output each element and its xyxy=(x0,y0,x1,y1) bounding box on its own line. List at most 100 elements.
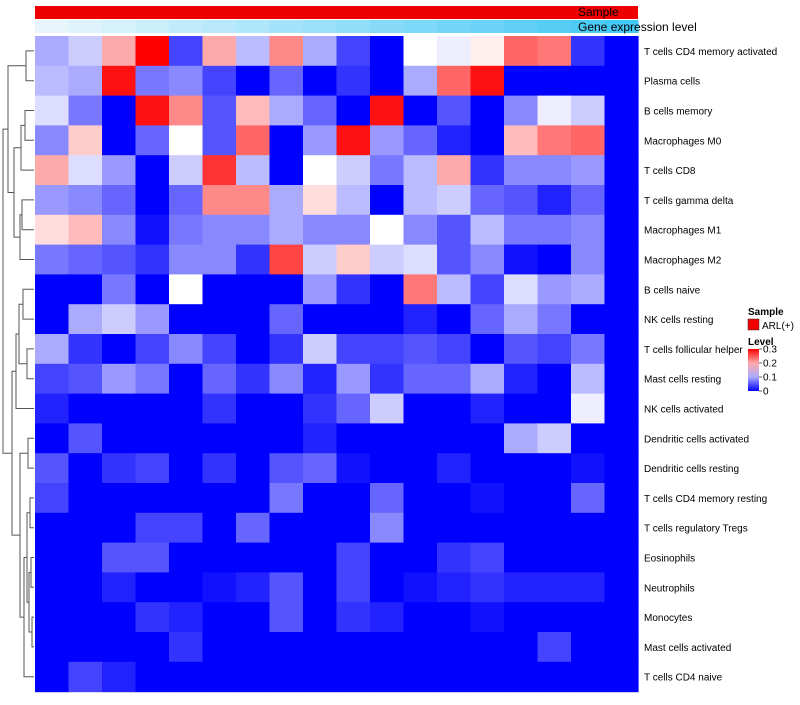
row-labels: T cells CD4 memory activated Plasma cells… xyxy=(644,47,777,684)
heatmap-cell xyxy=(169,632,204,663)
heatmap-cell xyxy=(68,512,103,544)
heatmap-cell xyxy=(403,185,438,216)
heatmap-cell xyxy=(470,304,505,335)
heatmap-cell xyxy=(202,632,237,663)
heatmap-cell xyxy=(437,95,472,126)
heatmap-cell xyxy=(202,125,237,156)
heatmap-cell xyxy=(336,393,371,424)
heatmap-cell xyxy=(135,602,170,633)
heatmap-cell xyxy=(370,423,405,454)
row-label: T cells follicular helper xyxy=(644,345,743,356)
heatmap-cell xyxy=(437,65,472,97)
heatmap-cell xyxy=(303,155,338,186)
heatmap-cell xyxy=(102,423,137,454)
heatmap-cell xyxy=(68,632,103,663)
heatmap-cell xyxy=(504,393,539,424)
heatmap-cell xyxy=(336,95,371,126)
heatmap-cell xyxy=(504,572,539,603)
heatmap-cell xyxy=(202,304,237,335)
heatmap-cell xyxy=(236,244,271,275)
heatmap-cell xyxy=(303,453,338,484)
heatmap-cell xyxy=(68,125,103,156)
heatmap-cell xyxy=(236,36,271,67)
row-label: T cells CD4 memory activated xyxy=(644,47,777,58)
heatmap-cell xyxy=(68,423,103,454)
heatmap-cell xyxy=(68,393,103,424)
heatmap-cell xyxy=(370,244,405,275)
heatmap-cell xyxy=(236,185,271,216)
heatmap-cell xyxy=(336,65,371,97)
heatmap-cell xyxy=(370,512,405,544)
heatmap-cell xyxy=(202,572,237,603)
legend: Sample ARL(+) Level 0.3 0.2 0.1 0 xyxy=(747,307,794,398)
dendrogram-branch xyxy=(24,110,34,141)
heatmap-cell xyxy=(169,125,204,156)
heatmap-cell xyxy=(269,423,304,454)
heatmap-cell xyxy=(202,602,237,633)
heatmap-cell xyxy=(269,363,304,395)
row-label: Neutrophils xyxy=(644,583,695,594)
heatmap-cell xyxy=(35,244,70,275)
heatmap-cell xyxy=(135,214,170,246)
heatmap-cell xyxy=(504,274,539,305)
expression-annotation-cell xyxy=(403,20,438,33)
heatmap-cell xyxy=(303,65,338,97)
heatmap-cell xyxy=(537,453,572,484)
heatmap-cell xyxy=(236,65,271,97)
heatmap-cell xyxy=(102,65,137,97)
heatmap-cell xyxy=(537,36,572,67)
heatmap-cell xyxy=(169,274,204,305)
heatmap-cell xyxy=(303,36,338,67)
heatmap-cell xyxy=(604,65,639,97)
heatmap-cell xyxy=(269,244,304,275)
heatmap-cell xyxy=(604,602,639,633)
heatmap-cell xyxy=(403,602,438,633)
sample-annotation-label: Sample xyxy=(578,5,619,19)
heatmap-cell xyxy=(403,483,438,514)
heatmap-cell xyxy=(370,214,405,246)
heatmap-cell xyxy=(303,542,338,573)
expression-annotation-cell xyxy=(135,20,170,33)
heatmap-cell xyxy=(403,363,438,395)
expression-annotation-label: Gene expression level xyxy=(578,20,697,34)
heatmap-cell xyxy=(504,483,539,514)
heatmap-cell xyxy=(102,602,137,633)
heatmap-cell xyxy=(35,185,70,216)
heatmap-cell xyxy=(303,125,338,156)
heatmap-cell xyxy=(604,512,639,544)
heatmap-cell xyxy=(504,423,539,454)
legend-sample-swatch xyxy=(747,318,760,331)
heatmap-cell xyxy=(336,244,371,275)
heatmap-cell xyxy=(336,214,371,246)
heatmap-cell xyxy=(537,512,572,544)
heatmap-cell xyxy=(336,423,371,454)
heatmap-cell xyxy=(504,155,539,186)
heatmap-cell xyxy=(135,393,170,424)
heatmap-cell xyxy=(202,95,237,126)
row-label: Dendritic cells activated xyxy=(644,434,749,445)
heatmap-cell xyxy=(470,512,505,544)
row-label: B cells naive xyxy=(644,285,701,296)
dendrogram-branch xyxy=(7,65,26,193)
expression-annotation-cell xyxy=(571,20,605,33)
heatmap-cell xyxy=(604,632,639,663)
heatmap-cell xyxy=(470,542,505,573)
heatmap-cell xyxy=(336,334,371,365)
heatmap-cell xyxy=(35,304,70,335)
heatmap-cell xyxy=(504,65,539,97)
heatmap-cell xyxy=(470,661,505,693)
expression-annotation-cell xyxy=(35,20,69,33)
legend-level-ticks: 0.3 0.2 0.1 0 xyxy=(759,345,777,398)
row-label: NK cells resting xyxy=(644,315,713,326)
heatmap-cell xyxy=(470,483,505,514)
heatmap-cell xyxy=(537,214,572,246)
heatmap-cell xyxy=(35,65,70,97)
heatmap-cell xyxy=(604,214,639,246)
heatmap-cell xyxy=(403,423,438,454)
row-label: B cells memory xyxy=(644,107,712,118)
expression-annotation-cell xyxy=(202,20,237,33)
heatmap-cell xyxy=(370,185,405,216)
heatmap-cell xyxy=(102,512,137,544)
